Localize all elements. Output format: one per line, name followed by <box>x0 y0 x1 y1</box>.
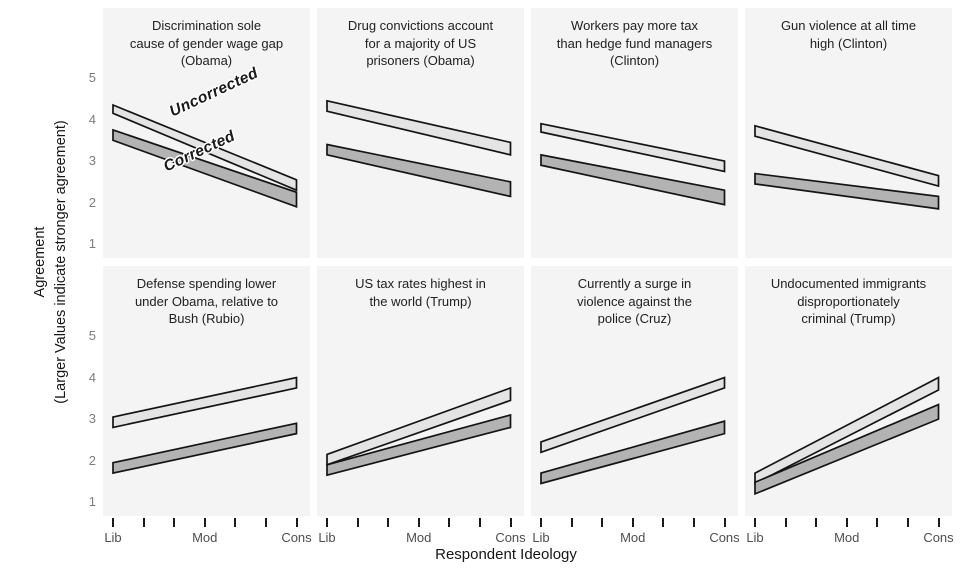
facet-panel-6: US tax rates highest in the world (Trump… <box>317 266 524 516</box>
x-tick-mark <box>601 518 604 527</box>
facet-panel-title: Drug convictions account for a majority … <box>347 18 494 68</box>
x-tick-label: Cons <box>709 530 740 545</box>
x-tick-mark <box>387 518 390 527</box>
x-tick-label: Cons <box>281 530 312 545</box>
facet-panel-4: Gun violence at all time high (Clinton) <box>745 8 952 258</box>
x-tick-mark <box>142 518 145 527</box>
x-axis-title: Respondent Ideology <box>435 546 577 563</box>
x-tick-label: Mod <box>620 530 646 545</box>
ribbon-plot <box>754 376 940 496</box>
x-tick-mark <box>295 518 298 527</box>
facet-panel-title: Discrimination sole cause of gender wage… <box>129 18 284 68</box>
y-tick-label: 2 <box>88 452 96 468</box>
ribbon-plot <box>754 124 940 210</box>
x-tick-mark <box>662 518 665 527</box>
corrected-ribbon <box>540 153 726 206</box>
x-tick-mark <box>937 518 940 527</box>
x-tick-mark <box>540 518 542 527</box>
corrected-ribbon <box>754 172 940 210</box>
ribbon-plot <box>326 386 512 477</box>
facet-panel-7: Currently a surge in violence against th… <box>531 266 738 516</box>
facet-panel-5: Defense spending lower under Obama, rela… <box>103 266 310 516</box>
facet-panel-3: Workers pay more tax than hedge fund man… <box>531 8 738 258</box>
uncorrected-ribbon <box>754 376 940 485</box>
x-tick-label: Mod <box>834 530 860 545</box>
x-tick-mark <box>234 518 237 527</box>
corrected-ribbon <box>326 413 512 477</box>
x-tick-mark <box>417 518 420 527</box>
y-tick-label: 4 <box>88 111 96 127</box>
uncorrected-ribbon <box>326 99 512 156</box>
x-tick-mark <box>173 518 176 527</box>
x-tick-mark <box>356 518 359 527</box>
x-tick-mark <box>631 518 634 527</box>
x-tick-mark <box>845 518 848 527</box>
facet-panel-title: US tax rates highest in the world (Trump… <box>355 276 486 309</box>
x-tick-mark <box>815 518 818 527</box>
x-tick-mark <box>906 518 909 527</box>
x-tick-label: Lib <box>318 530 336 545</box>
uncorrected-ribbon <box>112 376 298 429</box>
facet-panel-title: Workers pay more tax than hedge fund man… <box>556 18 713 68</box>
x-tick-mark <box>326 518 328 527</box>
x-tick-label: Lib <box>104 530 122 545</box>
uncorrected-ribbon <box>540 376 726 454</box>
x-tick-mark <box>692 518 695 527</box>
x-tick-label: Cons <box>495 530 526 545</box>
y-tick-label: 3 <box>88 153 96 169</box>
x-tick-mark <box>754 518 756 527</box>
y-tick-label: 4 <box>88 369 96 385</box>
x-tick-mark <box>203 518 206 527</box>
uncorrected-ribbon <box>754 124 940 188</box>
facet-panel-1: Discrimination sole cause of gender wage… <box>103 8 310 258</box>
x-tick-mark <box>723 518 726 527</box>
facet-panel-title: Currently a surge in violence against th… <box>577 276 692 326</box>
ribbon-plot <box>326 99 512 198</box>
x-tick-mark <box>264 518 267 527</box>
x-tick-label: Lib <box>746 530 764 545</box>
ribbon-plot <box>112 376 298 475</box>
facet-panel-8: Undocumented immigrants disproportionate… <box>745 266 952 516</box>
y-tick-label: 1 <box>88 494 96 510</box>
facet-panel-2: Drug convictions account for a majority … <box>317 8 524 258</box>
y-axis-title-line1: Agreement <box>32 226 48 298</box>
corrected-ribbon <box>326 143 512 198</box>
x-tick-mark <box>448 518 451 527</box>
y-tick-label: 2 <box>88 194 96 210</box>
x-tick-label: Cons <box>923 530 954 545</box>
corrected-ribbon <box>754 403 940 496</box>
facet-panel-title: Undocumented immigrants disproportionate… <box>770 276 927 326</box>
x-tick-label: Mod <box>192 530 218 545</box>
facet-panel-title: Defense spending lower under Obama, rela… <box>134 276 279 326</box>
x-tick-mark <box>478 518 481 527</box>
y-tick-label: 3 <box>88 411 96 427</box>
facet-panel-title: Gun violence at all time high (Clinton) <box>780 18 917 51</box>
uncorrected-ribbon <box>326 386 512 467</box>
uncorrected-ribbon <box>540 122 726 173</box>
uncorrected-ribbon <box>112 103 298 192</box>
ribbon-plot <box>540 376 726 485</box>
y-tick-label: 5 <box>88 328 96 343</box>
x-tick-mark <box>570 518 573 527</box>
x-tick-mark <box>876 518 879 527</box>
x-tick-label: Lib <box>532 530 550 545</box>
corrected-ribbon <box>540 420 726 485</box>
y-tick-label: 1 <box>88 236 96 252</box>
corrected-ribbon <box>112 128 298 209</box>
y-tick-label: 5 <box>88 70 96 85</box>
ribbon-plot <box>540 122 726 206</box>
x-tick-mark <box>112 518 114 527</box>
x-tick-label: Mod <box>406 530 432 545</box>
x-tick-mark <box>784 518 787 527</box>
corrected-ribbon <box>112 422 298 475</box>
x-tick-mark <box>509 518 512 527</box>
ribbon-plot <box>112 103 298 209</box>
